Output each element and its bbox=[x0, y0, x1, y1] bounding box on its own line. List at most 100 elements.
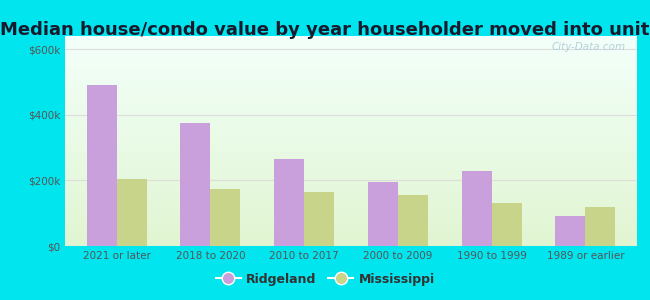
Bar bbox=[65, 188, 637, 189]
Bar bbox=[65, 226, 637, 227]
Bar bbox=[65, 172, 637, 173]
Bar bbox=[65, 244, 637, 245]
Bar bbox=[65, 58, 637, 59]
Bar bbox=[65, 106, 637, 107]
Bar bbox=[65, 80, 637, 81]
Bar bbox=[65, 82, 637, 83]
Bar bbox=[65, 156, 637, 157]
Bar bbox=[65, 97, 637, 98]
Bar bbox=[65, 179, 637, 180]
Bar bbox=[65, 132, 637, 133]
Bar bbox=[65, 61, 637, 62]
Bar bbox=[65, 166, 637, 167]
Bar bbox=[65, 227, 637, 228]
Bar bbox=[65, 163, 637, 164]
Bar bbox=[65, 49, 637, 50]
Bar bbox=[65, 236, 637, 238]
Bar bbox=[65, 182, 637, 183]
Bar bbox=[65, 225, 637, 226]
Bar bbox=[65, 221, 637, 222]
Bar bbox=[65, 207, 637, 208]
Bar bbox=[65, 147, 637, 148]
Bar bbox=[65, 197, 637, 198]
Bar bbox=[65, 125, 637, 126]
Bar bbox=[65, 193, 637, 194]
Bar bbox=[65, 186, 637, 187]
Bar bbox=[65, 208, 637, 209]
Bar bbox=[65, 157, 637, 158]
Bar bbox=[65, 191, 637, 193]
Bar bbox=[65, 169, 637, 170]
Bar bbox=[65, 110, 637, 111]
Bar bbox=[65, 113, 637, 114]
Bar bbox=[65, 152, 637, 153]
Bar bbox=[65, 112, 637, 113]
Bar bbox=[65, 48, 637, 49]
Bar bbox=[65, 85, 637, 86]
Bar bbox=[65, 140, 637, 141]
Bar bbox=[65, 73, 637, 74]
Bar bbox=[65, 107, 637, 109]
Bar bbox=[65, 126, 637, 128]
Bar bbox=[65, 91, 637, 92]
Bar bbox=[211, 189, 240, 246]
Bar bbox=[65, 209, 637, 210]
Bar bbox=[304, 192, 334, 246]
Bar bbox=[65, 69, 637, 70]
Bar bbox=[65, 135, 637, 136]
Bar bbox=[65, 55, 637, 56]
Bar bbox=[65, 123, 637, 124]
Bar bbox=[65, 205, 637, 206]
Bar bbox=[65, 124, 637, 125]
Bar bbox=[65, 128, 637, 130]
Bar bbox=[116, 179, 147, 246]
Bar bbox=[65, 116, 637, 117]
Bar bbox=[65, 185, 637, 186]
Bar bbox=[65, 115, 637, 116]
Bar bbox=[65, 136, 637, 137]
Bar bbox=[65, 52, 637, 53]
Bar bbox=[65, 72, 637, 73]
Bar bbox=[65, 120, 637, 121]
Bar bbox=[274, 159, 304, 246]
Bar bbox=[65, 119, 637, 120]
Bar bbox=[65, 75, 637, 76]
Bar bbox=[65, 122, 637, 123]
Bar bbox=[65, 104, 637, 105]
Bar bbox=[65, 243, 637, 244]
Bar bbox=[65, 71, 637, 72]
Bar bbox=[65, 93, 637, 94]
Bar bbox=[65, 206, 637, 207]
Bar bbox=[65, 145, 637, 146]
Bar bbox=[65, 36, 637, 37]
Bar bbox=[65, 46, 637, 48]
Bar bbox=[65, 146, 637, 147]
Bar bbox=[65, 214, 637, 215]
Bar bbox=[65, 62, 637, 63]
Bar bbox=[65, 177, 637, 178]
Bar bbox=[65, 118, 637, 119]
Bar bbox=[65, 149, 637, 151]
Bar bbox=[65, 176, 637, 177]
Bar bbox=[65, 245, 637, 246]
Bar bbox=[65, 175, 637, 176]
Bar bbox=[65, 160, 637, 161]
Bar bbox=[65, 184, 637, 185]
Bar bbox=[65, 90, 637, 91]
Bar bbox=[65, 53, 637, 54]
Bar bbox=[65, 224, 637, 225]
Bar bbox=[65, 102, 637, 103]
Bar bbox=[65, 242, 637, 243]
Bar bbox=[65, 67, 637, 68]
Bar bbox=[65, 139, 637, 140]
Bar bbox=[65, 141, 637, 142]
Bar bbox=[65, 81, 637, 82]
Bar bbox=[65, 173, 637, 175]
Bar bbox=[65, 56, 637, 57]
Bar bbox=[65, 101, 637, 102]
Bar bbox=[65, 229, 637, 230]
Bar bbox=[65, 70, 637, 71]
Bar bbox=[65, 194, 637, 195]
Bar bbox=[65, 241, 637, 242]
Bar bbox=[65, 199, 637, 200]
